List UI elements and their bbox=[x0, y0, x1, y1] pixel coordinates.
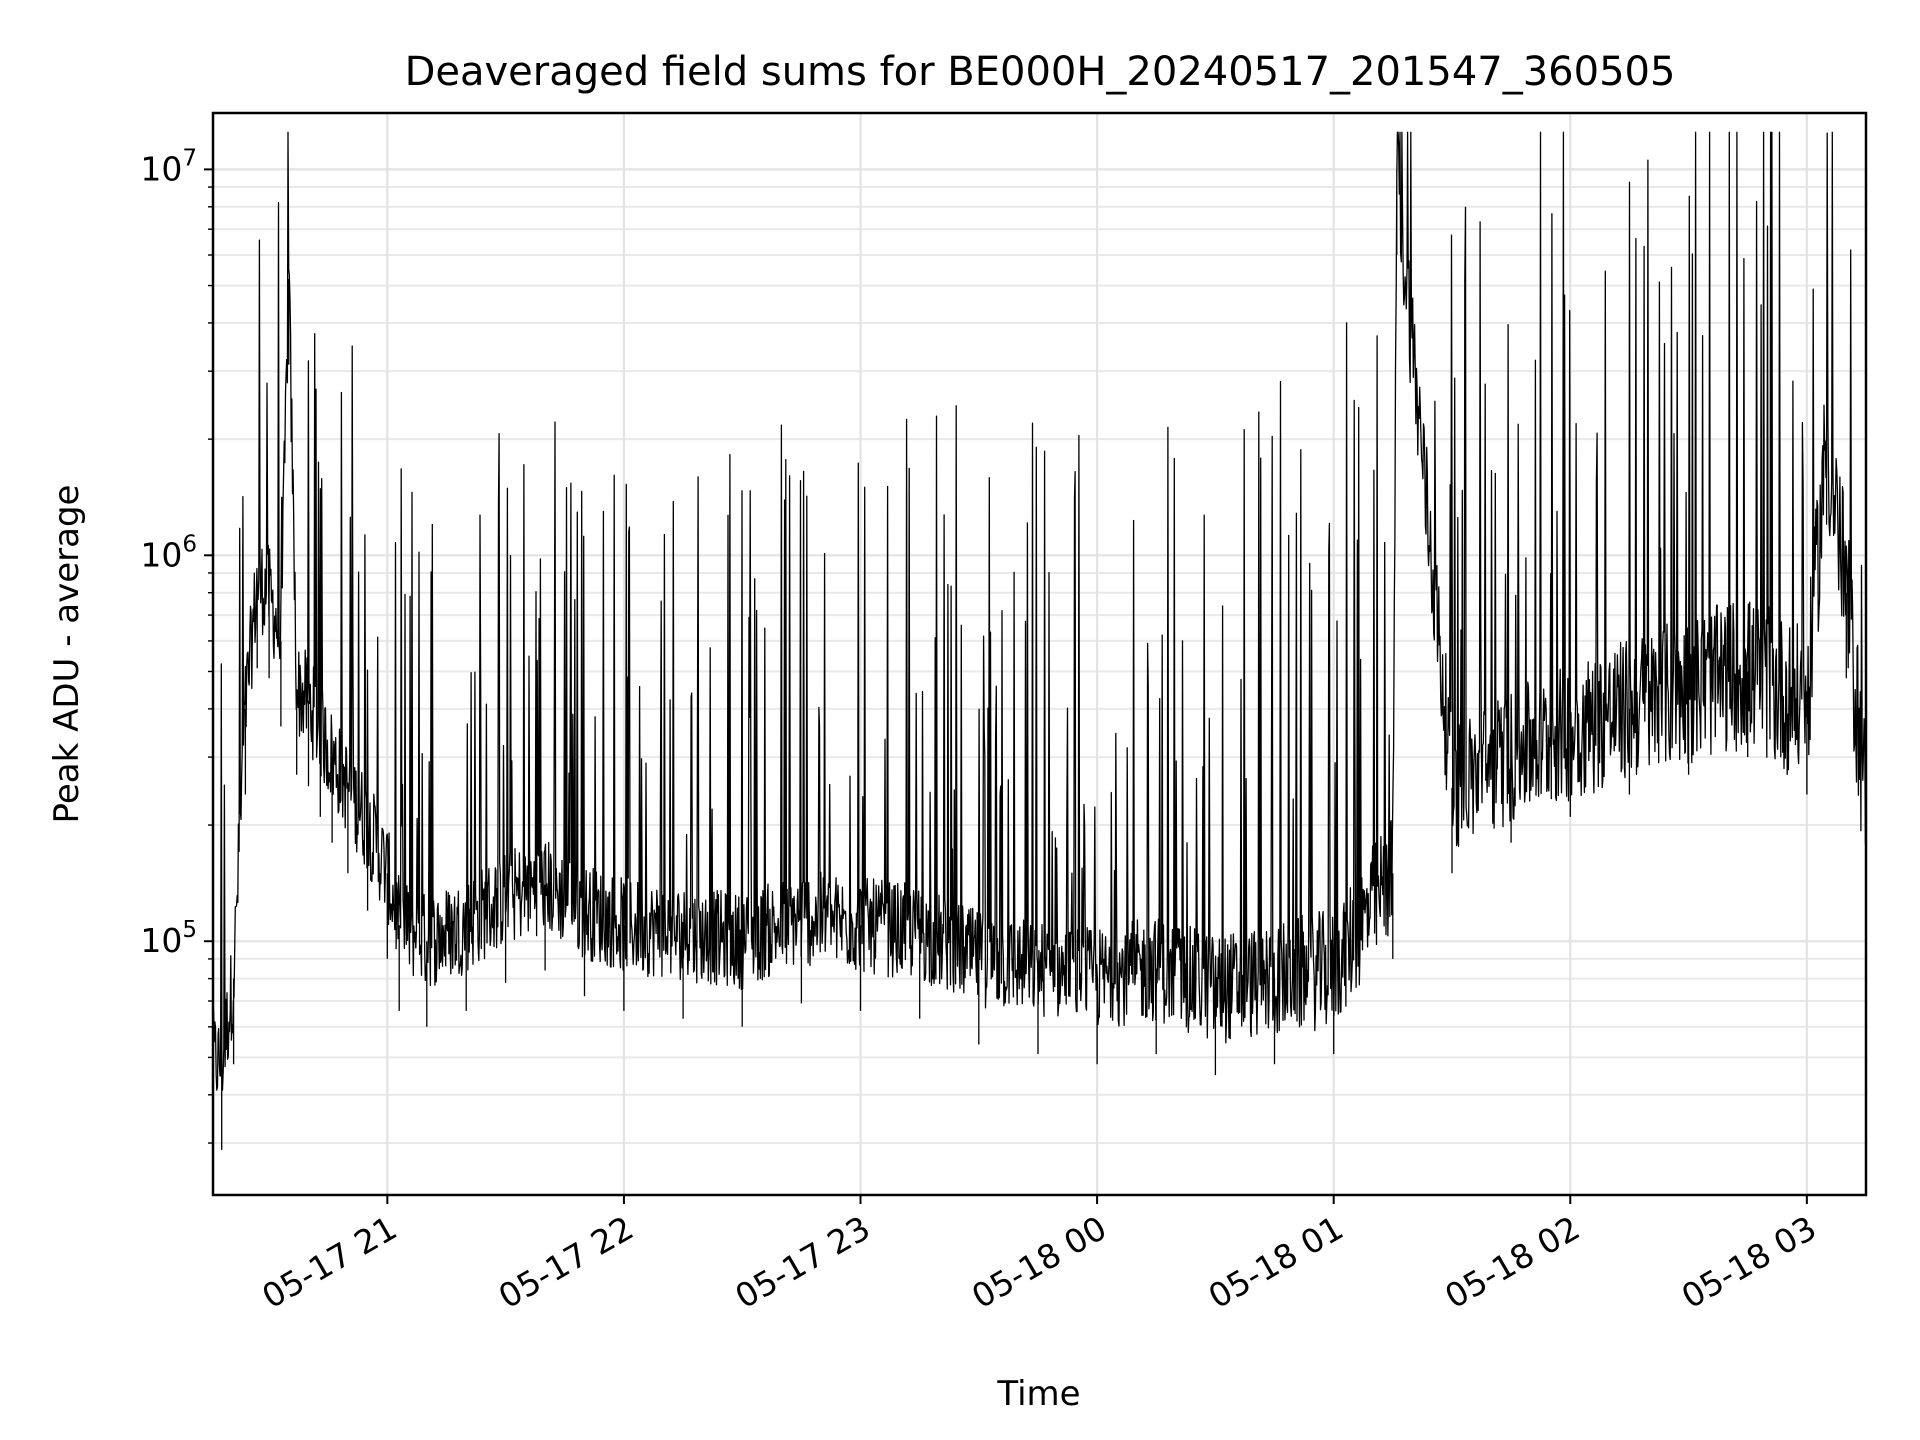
x-tick-label: 05-17 22 bbox=[492, 1208, 640, 1316]
x-axis-label: Time bbox=[996, 1374, 1080, 1414]
chart-title: Deaveraged field sums for BE000H_2024051… bbox=[405, 49, 1676, 95]
x-tick-label: 05-18 03 bbox=[1675, 1208, 1823, 1316]
x-tick-label: 05-18 02 bbox=[1438, 1208, 1586, 1316]
x-tick-label: 05-18 01 bbox=[1202, 1208, 1350, 1316]
y-tick-label: 105 bbox=[140, 917, 197, 960]
x-tick-label: 05-17 23 bbox=[729, 1208, 877, 1316]
x-tick-label: 05-17 21 bbox=[255, 1208, 403, 1316]
plot-frame bbox=[211, 111, 1868, 1197]
y-axis-label: Peak ADU - average bbox=[47, 485, 87, 824]
y-tick-label: 107 bbox=[140, 145, 197, 188]
y-tick-label: 106 bbox=[140, 531, 197, 574]
series-line bbox=[212, 131, 1867, 1150]
x-tick-label: 05-18 00 bbox=[965, 1208, 1113, 1316]
grid bbox=[213, 113, 1866, 1195]
